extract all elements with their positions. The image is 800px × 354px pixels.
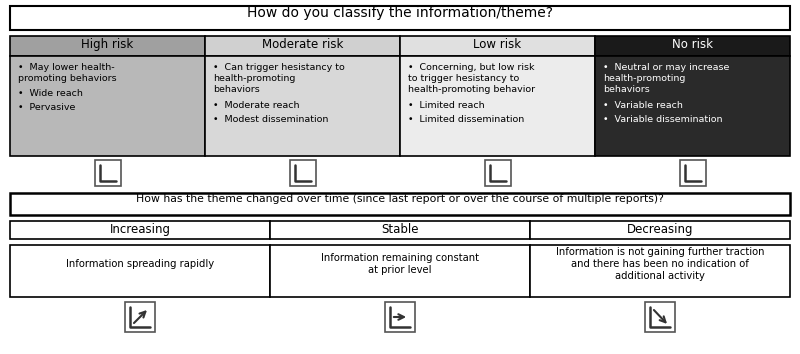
Text: How do you classify the information/theme?: How do you classify the information/them… [247, 6, 553, 20]
Bar [10, 6, 790, 30]
Text: Moderate risk: Moderate risk [262, 38, 343, 51]
Text: •  Variable reach: • Variable reach [603, 101, 683, 110]
Bar [10, 245, 270, 297]
Text: •  Limited dissemination: • Limited dissemination [408, 115, 524, 124]
Bar [10, 221, 270, 239]
Bar [595, 36, 790, 56]
Text: How has the theme changed over time (since last report or over the course of mul: How has the theme changed over time (sin… [136, 194, 664, 204]
Bar [595, 56, 790, 156]
Bar [530, 221, 790, 239]
Text: •  Concerning, but low risk
to trigger hesistancy to
health-promoting behavior: • Concerning, but low risk to trigger he… [408, 63, 535, 94]
Bar [125, 302, 155, 332]
Bar [10, 56, 205, 156]
Bar [270, 221, 530, 239]
Text: •  Neutral or may increase
health-promoting
behaviors: • Neutral or may increase health-promoti… [603, 63, 730, 94]
Text: •  Can trigger hesistancy to
health-promoting
behaviors: • Can trigger hesistancy to health-promo… [213, 63, 345, 94]
Text: •  Modest dissemination: • Modest dissemination [213, 115, 328, 124]
Bar [10, 36, 205, 56]
Text: Stable: Stable [382, 223, 418, 236]
Text: High risk: High risk [82, 38, 134, 51]
Bar [485, 160, 510, 186]
Bar [400, 36, 595, 56]
Bar [10, 193, 790, 215]
Text: •  Moderate reach: • Moderate reach [213, 101, 299, 110]
Text: •  Pervasive: • Pervasive [18, 103, 75, 112]
Bar [385, 302, 415, 332]
Text: Decreasing: Decreasing [626, 223, 694, 236]
Text: No risk: No risk [672, 38, 713, 51]
Text: •  May lower health-
promoting behaviors: • May lower health- promoting behaviors [18, 63, 117, 83]
Text: Increasing: Increasing [110, 223, 170, 236]
Bar [679, 160, 706, 186]
Text: Information remaining constant
at prior level: Information remaining constant at prior … [321, 253, 479, 275]
Bar [205, 56, 400, 156]
Bar [645, 302, 675, 332]
Bar [530, 245, 790, 297]
Text: Low risk: Low risk [474, 38, 522, 51]
Bar [290, 160, 315, 186]
Text: Information is not gaining further traction
and there has been no indication of
: Information is not gaining further tract… [556, 247, 764, 281]
Text: •  Limited reach: • Limited reach [408, 101, 485, 110]
Bar [94, 160, 121, 186]
Bar [270, 245, 530, 297]
Bar [205, 36, 400, 56]
Text: •  Wide reach: • Wide reach [18, 89, 83, 98]
Bar [400, 56, 595, 156]
Text: •  Variable dissemination: • Variable dissemination [603, 115, 722, 124]
Text: Information spreading rapidly: Information spreading rapidly [66, 259, 214, 269]
